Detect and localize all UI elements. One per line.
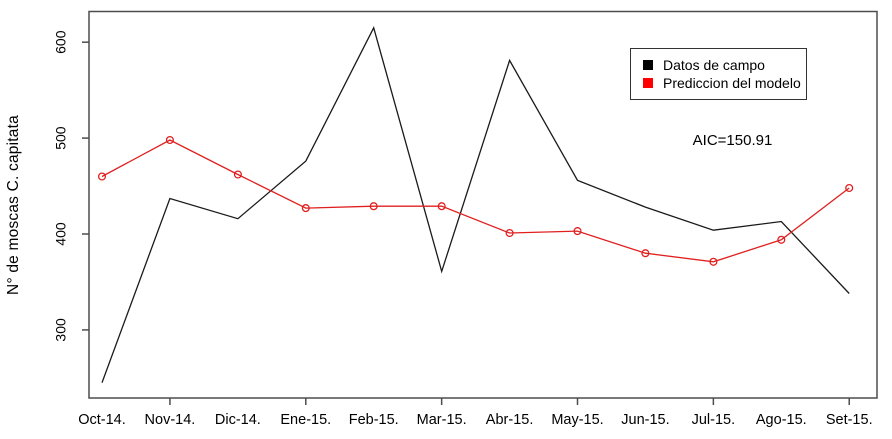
x-tick-label: Jun-15. — [621, 412, 669, 428]
x-tick-label: Mar-15. — [417, 412, 467, 428]
series-marker-circle — [233, 170, 242, 179]
x-tick-label: May-15. — [551, 412, 603, 428]
y-tick-label: 600 — [53, 30, 69, 54]
x-tick-label: Oct-14. — [78, 412, 126, 428]
x-tick-label: Ago-15. — [756, 412, 807, 428]
legend-swatch-red-square — [643, 78, 653, 88]
x-tick-label: Jul-15. — [692, 412, 736, 428]
series-marker-circle — [97, 172, 107, 181]
series-marker-circle — [165, 135, 174, 145]
series-line-datos — [101, 26, 850, 383]
series-marker-circle — [301, 204, 310, 213]
x-tick-label: Feb-15. — [349, 412, 399, 428]
series-line-prediccion — [101, 139, 850, 263]
series-marker-circle — [709, 257, 718, 266]
y-axis-title: N° de moscas C. capitata — [5, 115, 22, 295]
y-tick-label: 400 — [53, 222, 69, 246]
series-marker-circle — [437, 202, 446, 211]
y-tick-label: 500 — [53, 126, 69, 150]
legend-label-datos: Datos de campo — [663, 56, 765, 73]
legend-item-datos: Datos de campo — [643, 56, 806, 73]
series-marker-circle — [369, 202, 378, 211]
x-tick-label: Set-15. — [826, 412, 873, 428]
legend-item-prediccion: Prediccion del modelo — [643, 74, 806, 91]
aic-annotation: AIC=150.91 — [692, 132, 773, 149]
x-tick-label: Abr-15. — [486, 412, 534, 428]
x-tick-label: Ene-15. — [280, 412, 331, 428]
series-marker-circle — [845, 183, 854, 193]
legend-swatch-black-square — [643, 60, 653, 70]
x-tick-label: Dic-14. — [215, 412, 261, 428]
series-marker-circle — [641, 249, 650, 258]
series-marker-circle — [573, 227, 582, 236]
plot-border — [88, 10, 878, 399]
x-tick-label: Nov-14. — [145, 412, 196, 428]
legend: Datos de campo Prediccion del modelo — [630, 48, 807, 100]
series-marker-circle — [777, 235, 786, 244]
y-tick-label: 300 — [53, 318, 69, 342]
legend-label-prediccion: Prediccion del modelo — [663, 74, 801, 91]
series-marker-circle — [505, 228, 514, 238]
